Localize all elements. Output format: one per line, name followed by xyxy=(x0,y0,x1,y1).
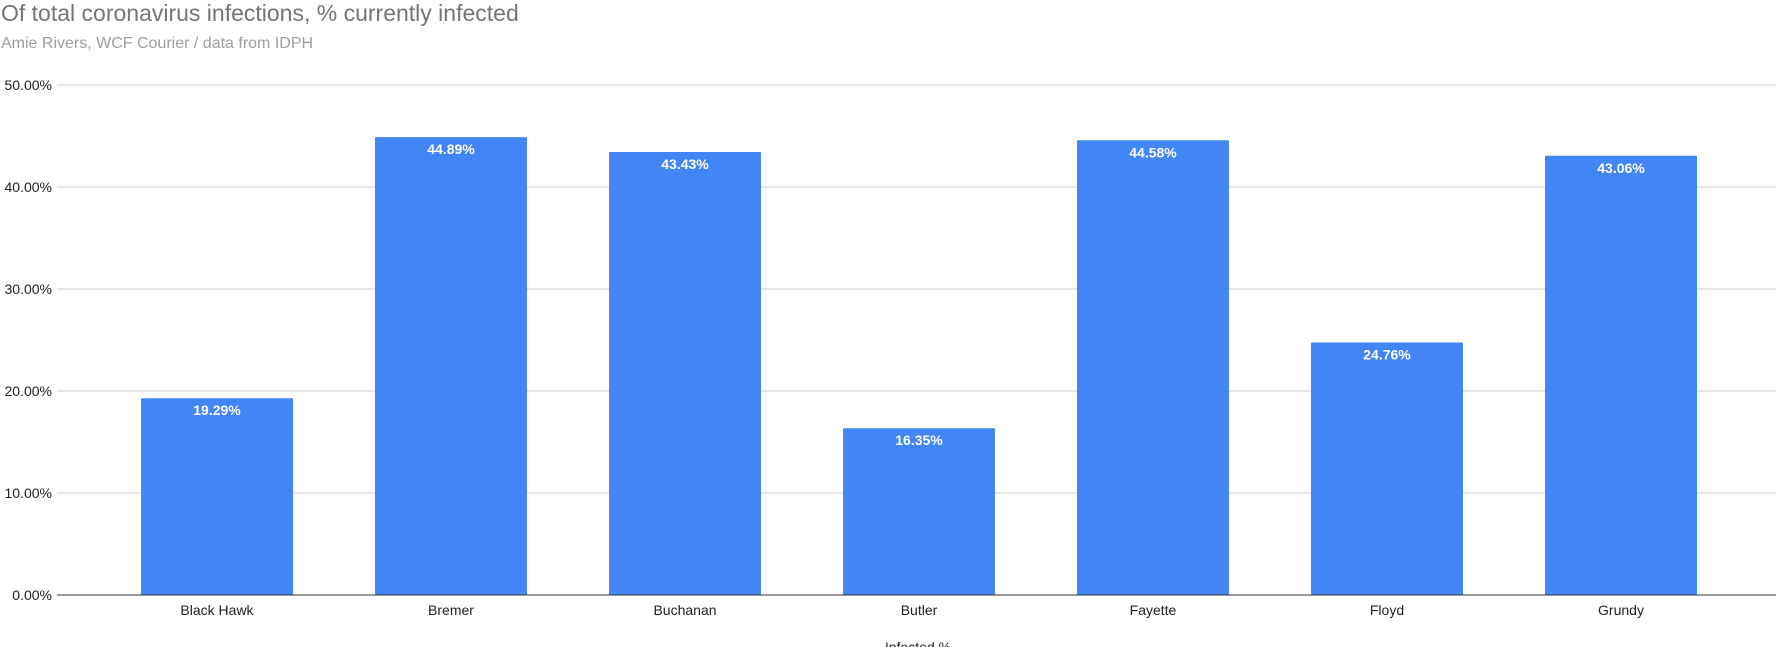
chart-title: Of total coronavirus infections, % curre… xyxy=(1,0,519,26)
bar xyxy=(843,428,995,595)
x-tick-label: Buchanan xyxy=(653,602,716,618)
y-tick-label: 10.00% xyxy=(5,485,52,501)
bar-data-label: 44.89% xyxy=(427,141,475,157)
x-axis-ticks: Black Hawk Bremer Buchanan Butler Fayette Flo… xyxy=(180,602,1644,618)
x-tick-label: Black Hawk xyxy=(180,602,254,618)
y-tick-label: 30.00% xyxy=(5,281,52,297)
y-tick-label: 40.00% xyxy=(5,179,52,195)
bar-data-label: 24.76% xyxy=(1363,346,1411,362)
x-tick-label: Fayette xyxy=(1130,602,1177,618)
y-axis-ticks: 0.00% 10.00% 20.00% 30.00% 40.00% 50.00% xyxy=(5,77,52,603)
y-tick-label: 50.00% xyxy=(5,77,52,93)
bar xyxy=(1077,140,1229,595)
x-tick-label: Bremer xyxy=(428,602,474,618)
x-tick-label: Grundy xyxy=(1598,602,1644,618)
bar-data-label: 43.06% xyxy=(1597,160,1645,176)
bar-data-label: 44.58% xyxy=(1129,144,1177,160)
bar xyxy=(1545,155,1697,595)
bars: 19.29% 44.89% 43.43% 16.35% 44.58% 24.76% 43.0… xyxy=(141,137,1697,596)
x-tick-label: Floyd xyxy=(1370,602,1404,618)
y-tick-label: 0.00% xyxy=(12,587,52,603)
bar-data-label: 19.29% xyxy=(193,402,241,418)
bar xyxy=(141,398,293,595)
y-tick-label: 20.00% xyxy=(5,383,52,399)
bar-data-label: 16.35% xyxy=(895,432,943,448)
x-axis-title: Infected % xyxy=(885,639,951,647)
bar xyxy=(375,137,527,595)
bar-data-label: 43.43% xyxy=(661,156,709,172)
bar xyxy=(609,152,761,596)
bar xyxy=(1311,342,1463,595)
chart-subtitle: Amie Rivers, WCF Courier / data from IDP… xyxy=(1,35,314,52)
x-tick-label: Butler xyxy=(901,602,938,618)
